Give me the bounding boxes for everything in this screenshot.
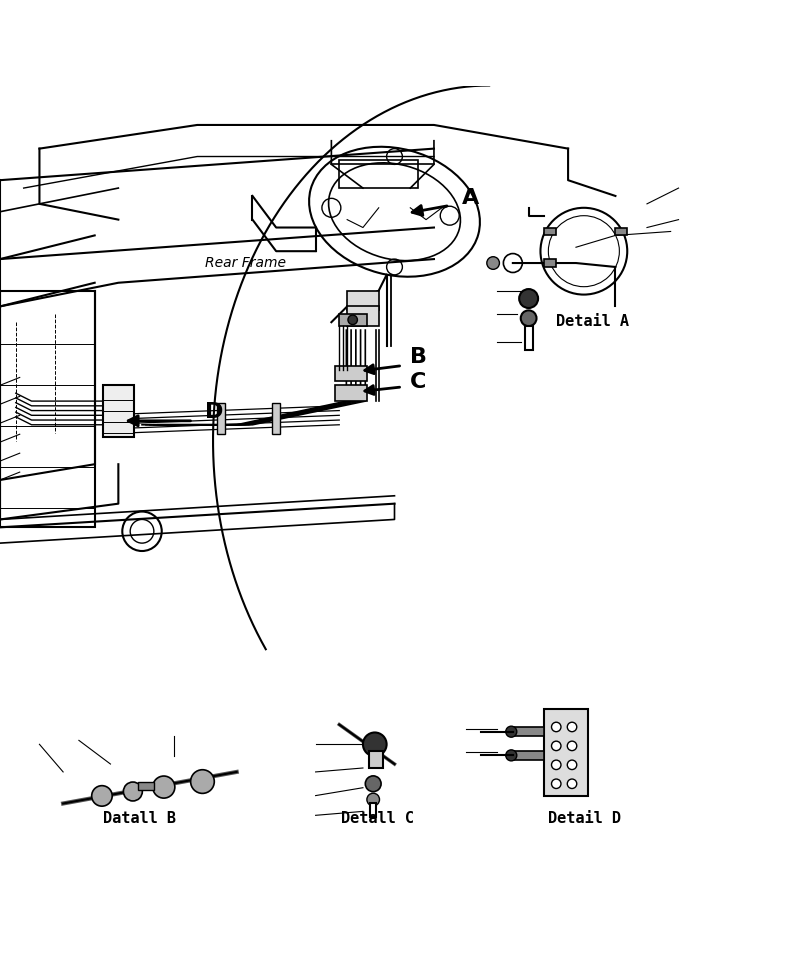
Bar	[525, 326, 533, 349]
Bar	[544, 228, 556, 235]
Circle shape	[521, 310, 537, 326]
Circle shape	[567, 722, 577, 732]
Text: Detall C: Detall C	[341, 811, 414, 827]
Text: Datall B: Datall B	[103, 811, 176, 827]
Circle shape	[487, 256, 499, 270]
Circle shape	[367, 793, 380, 805]
Circle shape	[567, 760, 577, 770]
Bar	[369, 751, 383, 768]
Bar	[103, 385, 134, 437]
Bar	[339, 160, 418, 188]
Bar	[544, 259, 556, 267]
Circle shape	[519, 289, 538, 308]
Circle shape	[153, 776, 175, 798]
Bar	[339, 314, 367, 326]
Circle shape	[506, 750, 517, 761]
Text: C: C	[410, 372, 427, 393]
Circle shape	[567, 779, 577, 788]
Bar	[347, 291, 379, 310]
Text: Detail D: Detail D	[548, 811, 622, 827]
Text: D: D	[205, 402, 223, 422]
Circle shape	[92, 785, 112, 806]
Circle shape	[191, 770, 215, 793]
Bar	[335, 385, 367, 401]
Circle shape	[567, 741, 577, 751]
Text: B: B	[410, 348, 428, 368]
Bar	[347, 306, 379, 326]
Text: A: A	[462, 188, 479, 208]
Bar	[370, 803, 376, 817]
Circle shape	[365, 776, 381, 792]
Bar	[217, 402, 225, 434]
Bar	[513, 751, 544, 760]
Bar	[335, 366, 367, 381]
Bar	[0, 291, 95, 527]
Bar	[513, 727, 544, 736]
Circle shape	[552, 760, 561, 770]
Circle shape	[123, 782, 142, 801]
Circle shape	[552, 779, 561, 788]
Bar	[544, 708, 588, 796]
Circle shape	[506, 726, 517, 737]
Circle shape	[552, 722, 561, 732]
Circle shape	[552, 741, 561, 751]
Text: Detail A: Detail A	[556, 314, 630, 329]
Circle shape	[348, 315, 357, 324]
Bar	[138, 782, 154, 790]
Bar	[272, 402, 280, 434]
Bar	[615, 228, 627, 235]
Circle shape	[363, 732, 387, 756]
Text: Rear Frame: Rear Frame	[205, 256, 286, 270]
